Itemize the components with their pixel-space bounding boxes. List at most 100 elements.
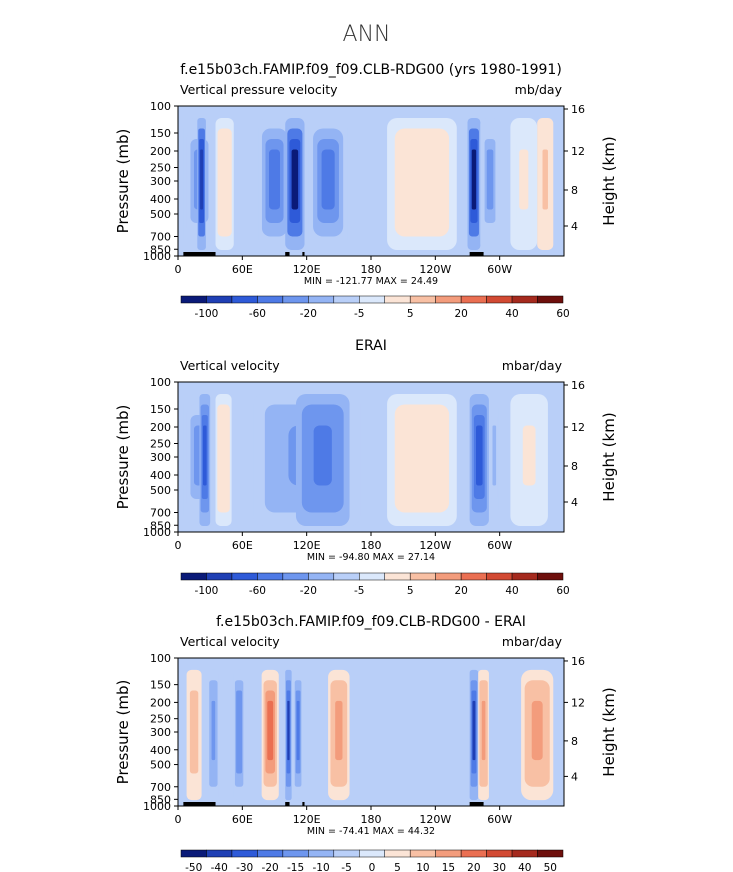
min-max-stats: MIN = -94.80 MAX = 27.14 xyxy=(307,552,435,563)
colorbar-label: -20 xyxy=(300,308,317,320)
chart-panel-1 xyxy=(174,105,568,304)
contour-region xyxy=(313,425,332,486)
colorbar-label: -60 xyxy=(249,308,266,320)
x-tick-label: 180 xyxy=(361,539,382,552)
colorbar-cell xyxy=(359,849,385,858)
colorbar-cell xyxy=(282,295,309,304)
contour-region xyxy=(472,700,476,761)
x-tick-label: 60W xyxy=(487,263,512,276)
contour-region xyxy=(522,425,536,486)
colorbar-label: 5 xyxy=(407,585,414,597)
colorbar-cell xyxy=(486,295,513,304)
land-mask xyxy=(469,802,484,806)
y2-axis-title: Height (km) xyxy=(600,136,618,225)
land-mask xyxy=(204,802,214,806)
y-axis-title: Pressure (mb) xyxy=(114,680,132,785)
colorbar-cell xyxy=(308,849,335,858)
panel-left-label: Vertical velocity xyxy=(180,358,280,373)
y2-axis-title: Height (km) xyxy=(600,412,618,501)
colorbar-cell xyxy=(308,295,335,304)
x-tick-label: 120W xyxy=(419,263,451,276)
y-tick-label: 300 xyxy=(150,451,171,464)
panel-left-label: Vertical pressure velocity xyxy=(180,82,338,97)
panel-units-label: mb/day xyxy=(515,82,563,97)
panel-title: f.e15b03ch.FAMIP.f09_f09.CLB-RDG00 (yrs … xyxy=(180,62,562,78)
contour-region xyxy=(237,700,241,761)
y2-tick-label: 8 xyxy=(571,184,578,197)
land-mask xyxy=(183,252,216,256)
colorbar-label: -5 xyxy=(354,308,364,320)
y-tick-label: 300 xyxy=(150,175,171,188)
y-tick-label: 850 xyxy=(150,793,171,806)
contour-region xyxy=(486,149,494,210)
colorbar-label: 5 xyxy=(394,862,401,872)
colorbar-cell xyxy=(257,849,284,858)
plot-background xyxy=(178,382,564,532)
y-tick-label: 100 xyxy=(150,100,171,113)
y2-tick-label: 12 xyxy=(571,696,585,709)
contour-region xyxy=(471,149,477,210)
colorbar-label: -10 xyxy=(312,862,329,872)
y-tick-label: 150 xyxy=(150,679,171,692)
y-tick-label: 400 xyxy=(150,193,171,206)
chart-panel-2 xyxy=(174,381,568,581)
colorbar-cell xyxy=(537,295,564,304)
page-title: ANN xyxy=(342,22,391,47)
x-tick-label: 60E xyxy=(232,539,253,552)
colorbar-cell xyxy=(435,295,462,304)
colorbar-cell xyxy=(231,849,258,858)
colorbar-cell xyxy=(180,572,207,581)
y2-tick-label: 4 xyxy=(571,496,578,509)
land-mask xyxy=(302,802,305,806)
x-tick-label: 0 xyxy=(175,813,182,826)
y-tick-label: 850 xyxy=(150,519,171,532)
y-tick-label: 200 xyxy=(150,696,171,709)
x-tick-label: 120W xyxy=(419,813,451,826)
y2-tick-label: 8 xyxy=(571,735,578,748)
colorbar-cell xyxy=(435,572,462,581)
colorbar-cell xyxy=(409,295,436,304)
y-tick-label: 700 xyxy=(150,781,171,794)
y2-tick-label: 12 xyxy=(571,421,585,434)
colorbar-cell xyxy=(384,849,411,858)
panel-units-label: mbar/day xyxy=(502,358,563,373)
y-axis-title: Pressure (mb) xyxy=(114,405,132,510)
colorbar-cell xyxy=(511,295,538,304)
colorbar-cell xyxy=(282,572,309,581)
y2-axis-title: Height (km) xyxy=(600,687,618,776)
colorbar-label: -40 xyxy=(211,862,228,872)
y-tick-label: 500 xyxy=(150,759,171,772)
colorbar-label: 30 xyxy=(493,862,506,872)
colorbar-label: -5 xyxy=(354,585,364,597)
y-tick-label: 400 xyxy=(150,744,171,757)
x-tick-label: 120E xyxy=(293,813,321,826)
colorbar-cell xyxy=(460,572,487,581)
contour-region xyxy=(291,149,299,210)
land-mask xyxy=(204,252,214,256)
colorbar-label: -100 xyxy=(195,585,219,597)
y-tick-label: 700 xyxy=(150,507,171,520)
y-axis-title: Pressure (mb) xyxy=(114,129,132,234)
contour-region xyxy=(476,425,483,486)
colorbar-cell xyxy=(282,849,309,858)
y-tick-label: 200 xyxy=(150,421,171,434)
colorbar-cell xyxy=(206,295,233,304)
colorbar-cell xyxy=(409,572,436,581)
colorbar-cell xyxy=(435,849,462,858)
colorbar-cell xyxy=(460,849,487,858)
y2-tick-label: 4 xyxy=(571,220,578,233)
y2-tick-label: 16 xyxy=(571,379,585,392)
colorbar-label: 40 xyxy=(505,308,518,320)
y-tick-label: 250 xyxy=(150,713,171,726)
x-tick-label: 0 xyxy=(175,263,182,276)
colorbar-cell xyxy=(231,295,258,304)
x-tick-label: 120W xyxy=(419,539,451,552)
contour-region xyxy=(221,149,228,210)
colorbar-cell xyxy=(257,572,284,581)
colorbar-cell xyxy=(537,572,564,581)
colorbar-cell xyxy=(486,849,513,858)
colorbar-cell xyxy=(537,849,564,858)
y-tick-label: 200 xyxy=(150,145,171,158)
y-tick-label: 400 xyxy=(150,469,171,482)
